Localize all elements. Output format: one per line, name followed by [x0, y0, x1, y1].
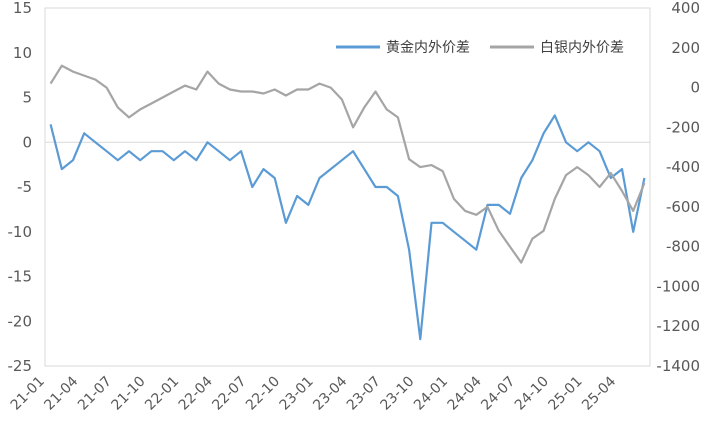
- y-right-tick-label: 400: [671, 0, 700, 17]
- y-right-tick-label: -600: [666, 198, 700, 216]
- x-tick-label: 21-07: [75, 374, 115, 414]
- x-tick-label: 24-07: [478, 374, 518, 414]
- y-left-tick-label: 15: [13, 0, 32, 17]
- x-tick-label: 24-04: [445, 373, 485, 413]
- x-tick-label: 23-07: [344, 374, 384, 414]
- y-left-tick-label: -25: [8, 357, 33, 375]
- x-tick-label: 21-10: [109, 374, 149, 414]
- y-left-tick-label: -20: [8, 312, 33, 330]
- y-left-tick-label: 10: [13, 44, 32, 62]
- y-left-tick-label: -10: [8, 223, 33, 241]
- series-line-1: [51, 115, 645, 339]
- x-tick-label: 25-01: [546, 374, 586, 414]
- x-tick-label: 22-07: [209, 374, 249, 414]
- y-right-tick-label: 0: [690, 79, 700, 97]
- x-tick-label: 23-04: [310, 373, 350, 413]
- x-tick-label: 23-10: [377, 374, 417, 414]
- x-tick-label: 22-01: [142, 374, 182, 414]
- x-tick-label: 22-10: [243, 374, 283, 414]
- x-tick-label: 22-04: [176, 373, 216, 413]
- legend-label-1: 黄金内外价差: [386, 39, 470, 56]
- x-tick-label: 21-01: [8, 374, 48, 414]
- x-tick-label: 21-04: [41, 373, 81, 413]
- y-right-tick-label: -400: [666, 158, 700, 176]
- y-right-tick-label: -1000: [656, 277, 700, 295]
- y-left-tick-label: 5: [22, 89, 32, 107]
- y-left-tick-label: 0: [22, 133, 32, 151]
- y-right-tick-label: 200: [671, 39, 700, 57]
- y-right-tick-label: -200: [666, 118, 700, 136]
- x-tick-label: 23-01: [277, 374, 317, 414]
- x-tick-label: 24-10: [512, 374, 552, 414]
- series-line-2: [51, 66, 645, 263]
- x-tick-label: 24-01: [411, 374, 451, 414]
- y-right-tick-label: -1200: [656, 317, 700, 335]
- x-tick-label: 25-04: [579, 373, 619, 413]
- y-right-tick-label: -800: [666, 238, 700, 256]
- y-left-tick-label: -5: [17, 178, 32, 196]
- y-left-tick-label: -15: [8, 268, 33, 286]
- y-right-tick-label: -1400: [656, 357, 700, 375]
- legend-label-2: 白银内外价差: [540, 40, 624, 56]
